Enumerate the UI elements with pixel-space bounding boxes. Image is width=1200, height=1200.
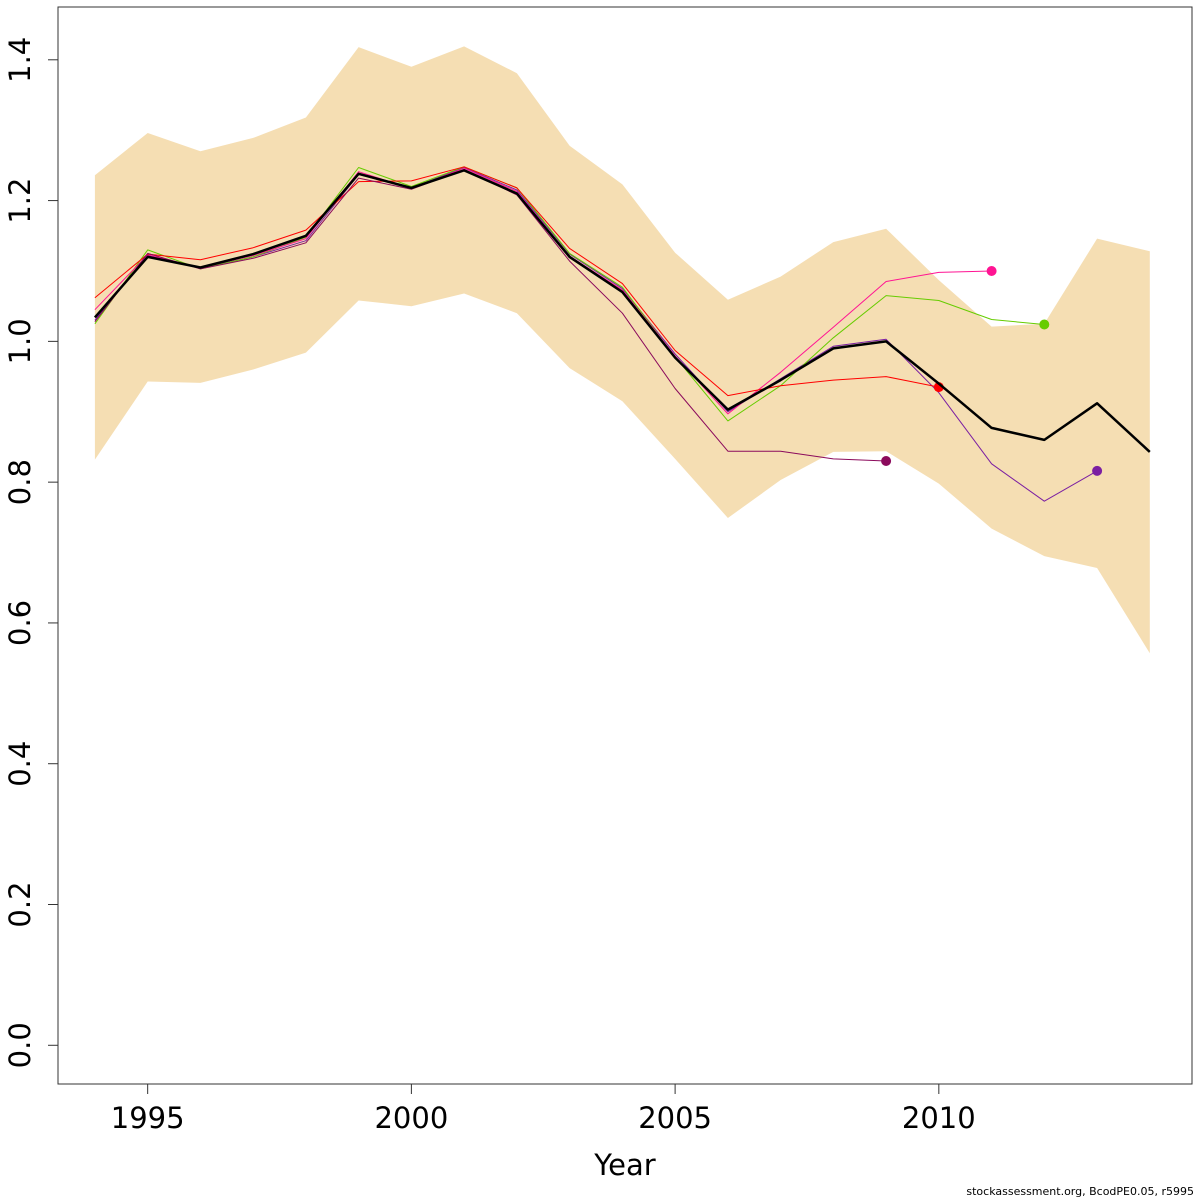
y-tick-label: 1.2 <box>3 178 37 224</box>
x-tick-label: 2000 <box>374 1101 448 1135</box>
x-axis-title: Year <box>593 1148 655 1182</box>
y-tick-label: 0.4 <box>3 741 37 787</box>
x-tick-label: 1995 <box>111 1101 185 1135</box>
y-tick-label: 1.4 <box>3 37 37 83</box>
retro-series-line-1 <box>94 167 1098 502</box>
series-end-point-5 <box>881 456 892 466</box>
y-tick-label: 0.6 <box>3 600 37 646</box>
y-tick-label: 0.8 <box>3 459 37 505</box>
y-tick-label: 1.0 <box>3 318 37 364</box>
footnote: stockassessment.org, BcodPE0.05, r5995 <box>966 1185 1194 1198</box>
series-end-point-3 <box>986 266 997 276</box>
confidence-band-area <box>94 46 1150 654</box>
x-axis: 1995 2000 2005 2010 <box>111 1083 976 1135</box>
x-tick-label: 2005 <box>638 1101 712 1135</box>
y-tick-label: 0.0 <box>3 1022 37 1068</box>
y-axis: 0.0 0.2 0.4 0.6 0.8 1.0 1.2 1.4 <box>3 37 59 1068</box>
main-series-line <box>93 169 1151 453</box>
series-lines <box>93 166 1151 502</box>
series-end-point-2 <box>1039 319 1050 330</box>
retro-series-line-4 <box>94 166 939 397</box>
retro-series-line-2 <box>94 166 1045 422</box>
series-end-point-1 <box>1092 465 1103 476</box>
confidence-band <box>94 46 1150 654</box>
y-tick-label: 0.2 <box>3 881 37 927</box>
x-tick-label: 2010 <box>902 1101 976 1135</box>
